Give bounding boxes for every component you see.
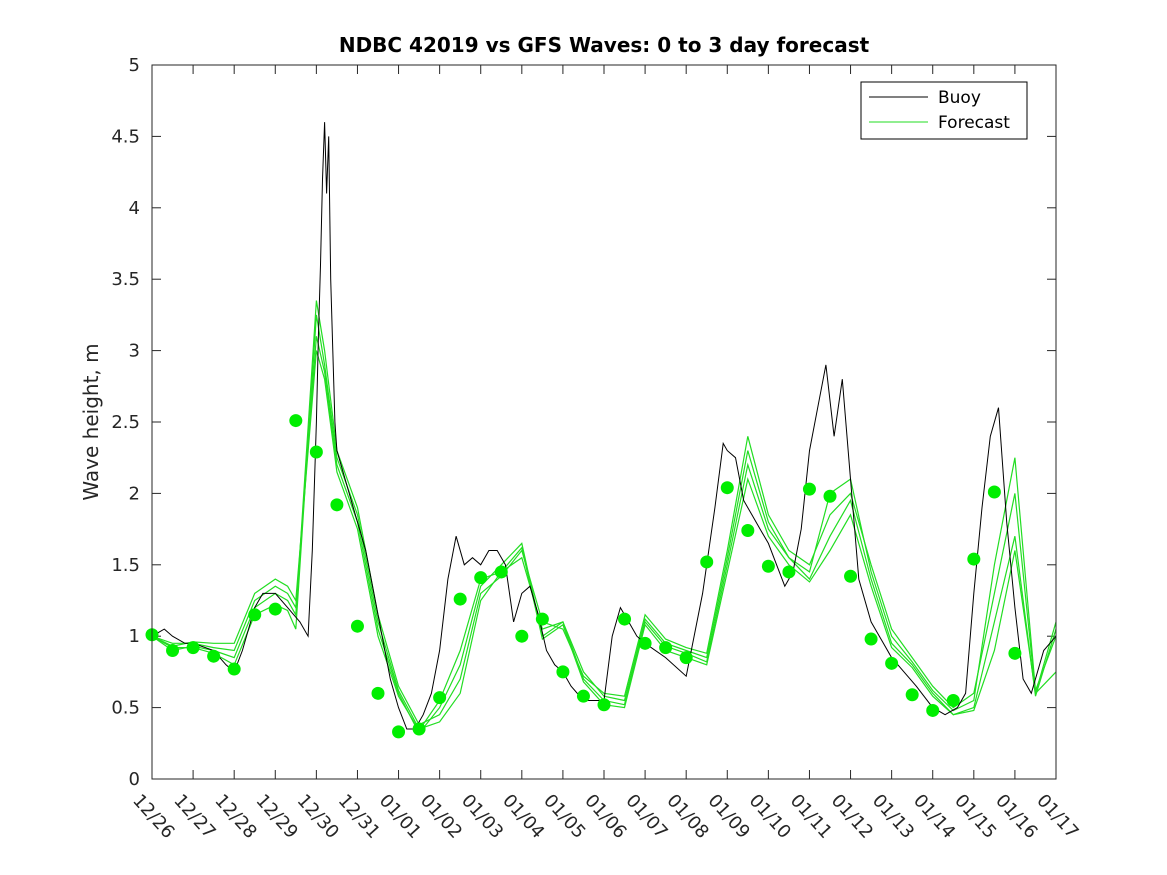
x-tick-label: 01/04 (498, 790, 548, 843)
forecast-marker-point (248, 608, 262, 622)
buoy-series-line (151, 122, 1057, 730)
x-tick-label: 01/10 (745, 790, 795, 843)
forecast-marker-point (679, 651, 693, 665)
x-tick-label: 12/31 (334, 790, 384, 843)
forecast-series-line (151, 300, 1057, 726)
forecast-marker-point (309, 445, 323, 459)
x-tick-label: 01/11 (786, 790, 836, 843)
forecast-marker-point (761, 559, 775, 573)
forecast-series-line (151, 314, 1057, 730)
forecast-marker-point (1008, 646, 1022, 660)
forecast-marker-point (700, 555, 714, 569)
forecast-marker-point (350, 619, 364, 633)
forecast-marker-point (823, 489, 837, 503)
forecast-marker-point (186, 641, 200, 655)
x-tick-label: 01/03 (457, 790, 507, 843)
forecast-marker-point (597, 698, 611, 712)
forecast-marker-point (535, 612, 549, 626)
forecast-marker-point (967, 552, 981, 566)
forecast-marker-point (720, 481, 734, 495)
x-tick-label: 01/13 (868, 790, 918, 843)
y-tick-label: 4.5 (111, 126, 140, 147)
y-tick-label: 1.5 (111, 555, 140, 576)
y-tick-label: 2.5 (111, 412, 140, 433)
x-tick-label: 01/12 (827, 790, 877, 843)
forecast-marker-point (905, 688, 919, 702)
forecast-marker-point (207, 649, 221, 663)
y-tick-label: 1 (129, 626, 140, 647)
forecast-marker-point (659, 641, 673, 655)
legend: Buoy Forecast (860, 81, 1028, 140)
forecast-marker-point (844, 569, 858, 583)
x-tick-label: 12/30 (293, 790, 343, 843)
forecast-lines (151, 300, 1057, 735)
y-tick-label: 2 (129, 483, 140, 504)
tick-labels: 0 0.5 1 1.5 2 2.5 3 3.5 4 4.5 5 12/2612/2712/2812/2… (111, 55, 1082, 843)
forecast-series-line (151, 336, 1057, 735)
x-tick-label: 12/27 (169, 790, 219, 843)
forecast-marker-point (638, 636, 652, 650)
y-tick-label: 4 (129, 198, 140, 219)
y-tick-label: 3 (129, 341, 140, 362)
forecast-marker-point (268, 602, 282, 616)
x-tick-label: 01/16 (991, 790, 1041, 843)
plot-frame (151, 64, 1057, 780)
forecast-marker-point (741, 524, 755, 538)
forecast-marker-point (885, 656, 899, 670)
forecast-marker-point (330, 498, 344, 512)
legend-buoy-label: Buoy (938, 88, 981, 108)
x-tick-label: 01/17 (1032, 790, 1082, 843)
forecast-marker-point (782, 565, 796, 579)
y-tick-label: 0 (129, 769, 140, 790)
buoy-line (151, 122, 1057, 730)
axis-ticks (151, 64, 1057, 780)
forecast-marker-point (864, 632, 878, 646)
x-tick-label: 01/01 (375, 790, 425, 843)
forecast-marker-point (515, 629, 529, 643)
x-tick-label: 01/15 (950, 790, 1000, 843)
forecast-marker-point (289, 414, 303, 428)
forecast-marker-point (392, 725, 406, 739)
forecast-marker-point (227, 662, 241, 676)
forecast-marker-point (453, 592, 467, 606)
x-tick-label: 01/02 (416, 790, 466, 843)
y-tick-label: 5 (129, 55, 140, 76)
x-tick-label: 01/05 (539, 790, 589, 843)
x-tick-label: 01/06 (580, 790, 630, 843)
x-tick-label: 12/29 (252, 790, 302, 843)
forecast-marker-point (618, 612, 632, 626)
x-tick-label: 12/26 (128, 790, 178, 843)
forecast-marker-point (474, 571, 488, 585)
forecast-series-line (151, 350, 1057, 732)
legend-box (860, 81, 1028, 140)
forecast-marker-point (802, 482, 816, 496)
forecast-marker-point (412, 722, 426, 736)
forecast-marker-point (576, 689, 590, 703)
y-tick-label: 0.5 (111, 698, 140, 719)
x-tick-label: 01/07 (621, 790, 671, 843)
forecast-marker-point (926, 703, 940, 717)
x-tick-label: 01/08 (662, 790, 712, 843)
forecast-marker-point (556, 665, 570, 679)
legend-forecast-label: Forecast (938, 113, 1010, 133)
forecast-markers (145, 414, 1022, 739)
x-tick-label: 01/09 (704, 790, 754, 843)
y-axis-label: Wave height, m (79, 343, 103, 500)
forecast-marker-point (946, 693, 960, 707)
x-tick-label: 01/14 (909, 790, 959, 843)
forecast-marker-point (433, 691, 447, 705)
x-tick-label: 12/28 (210, 790, 260, 843)
chart-title: NDBC 42019 vs GFS Waves: 0 to 3 day fore… (339, 33, 870, 57)
y-tick-label: 3.5 (111, 269, 140, 290)
forecast-marker-point (494, 565, 508, 579)
forecast-marker-point (371, 686, 385, 700)
forecast-marker-point (987, 485, 1001, 499)
forecast-marker-point (166, 643, 180, 657)
